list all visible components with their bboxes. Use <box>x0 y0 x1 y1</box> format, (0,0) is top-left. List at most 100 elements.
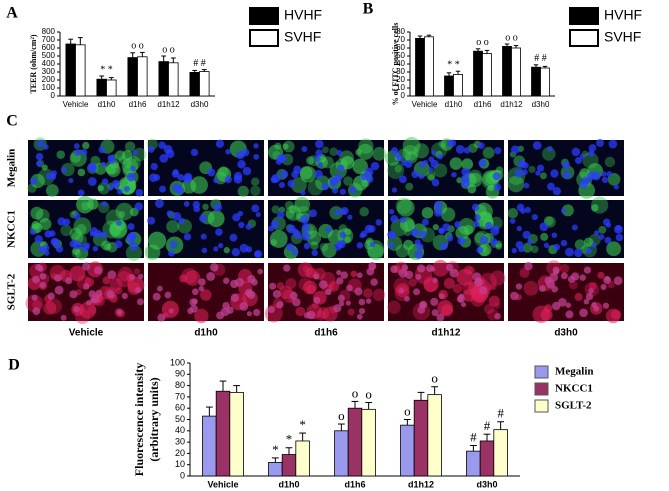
stain <box>278 285 293 300</box>
column-label: Vehicle <box>69 328 104 339</box>
nucleus <box>168 249 175 257</box>
nucleus <box>137 273 144 280</box>
y-tick-label: 40 <box>175 425 185 435</box>
nucleus <box>292 228 299 235</box>
nucleus <box>333 209 341 216</box>
nucleus <box>356 242 364 249</box>
nucleus <box>358 298 366 306</box>
y-tick-label: 700 <box>42 35 56 44</box>
nucleus <box>257 268 264 275</box>
stain <box>487 184 495 192</box>
stain <box>387 161 405 180</box>
legend-swatch <box>534 399 549 413</box>
stain <box>440 207 456 222</box>
stain <box>489 283 497 291</box>
y-axis-label: TEER (ohm/cm²) <box>29 34 38 93</box>
nucleus <box>333 304 342 313</box>
stain <box>76 223 87 235</box>
nucleus <box>522 230 531 239</box>
stain <box>468 172 483 188</box>
nucleus <box>516 225 522 232</box>
nucleus <box>183 174 192 184</box>
micrograph <box>385 136 504 199</box>
nucleus <box>271 219 280 229</box>
nucleus <box>157 313 166 322</box>
nucleus <box>337 240 346 249</box>
legend-label: HVHF <box>284 7 322 23</box>
stain <box>30 206 44 220</box>
nucleus <box>509 218 516 224</box>
stain <box>462 289 476 302</box>
row-label: NKCC1 <box>6 210 18 248</box>
nucleus <box>582 176 591 185</box>
significance-marker: o o <box>476 37 489 48</box>
stain <box>69 265 86 282</box>
nucleus <box>399 175 407 184</box>
nucleus <box>490 226 500 236</box>
nucleus <box>87 177 97 186</box>
bar <box>424 36 434 97</box>
nucleus <box>411 170 419 178</box>
stain <box>440 304 454 317</box>
stain <box>528 165 536 174</box>
stain <box>350 270 358 278</box>
bar <box>415 38 425 97</box>
nucleus <box>345 300 351 306</box>
stain <box>539 172 547 180</box>
stain <box>285 210 295 219</box>
nucleus <box>546 182 555 191</box>
nucleus <box>215 139 225 148</box>
nucleus <box>604 276 610 282</box>
significance-marker: * <box>272 442 279 457</box>
nucleus <box>178 217 185 225</box>
nucleus <box>213 246 219 252</box>
panel-letter: D <box>8 357 20 374</box>
stain <box>405 182 414 191</box>
nucleus <box>291 170 299 179</box>
nucleus <box>69 290 78 299</box>
stain <box>484 303 495 315</box>
nucleus <box>324 288 332 296</box>
nucleus <box>511 247 517 254</box>
bar <box>268 462 283 477</box>
nucleus <box>82 262 91 271</box>
nucleus <box>418 173 425 180</box>
nucleus <box>101 178 109 186</box>
stain <box>387 300 401 315</box>
nucleus <box>187 307 194 315</box>
y-tick-label: 20 <box>396 75 405 84</box>
panel-letter: C <box>6 113 18 130</box>
nucleus <box>349 186 357 194</box>
nucleus <box>583 298 590 305</box>
micrograph <box>268 196 385 261</box>
bar <box>413 399 429 477</box>
nucleus <box>517 159 526 169</box>
nucleus <box>579 153 586 159</box>
nucleus <box>164 291 172 299</box>
stain <box>118 210 126 218</box>
stain <box>540 308 553 321</box>
nucleus <box>230 293 240 303</box>
nucleus <box>255 211 261 218</box>
bar <box>96 78 107 97</box>
stain <box>456 268 474 286</box>
stain <box>75 309 90 325</box>
nucleus <box>77 189 85 197</box>
nucleus <box>593 230 600 236</box>
x-tick-label: d1h6 <box>344 479 365 489</box>
nucleus <box>38 246 45 253</box>
nucleus <box>477 142 485 149</box>
stain <box>271 205 280 214</box>
nucleus <box>421 218 429 226</box>
nucleus <box>419 230 427 239</box>
stain <box>583 237 594 248</box>
column-label: d1h6 <box>314 328 338 339</box>
stain <box>319 242 329 252</box>
nucleus <box>539 222 549 232</box>
nucleus <box>370 278 378 286</box>
bar <box>75 44 86 97</box>
stain <box>468 143 478 153</box>
stain <box>438 140 447 148</box>
nucleus <box>225 149 231 155</box>
legend-label: SVHF <box>284 29 321 45</box>
